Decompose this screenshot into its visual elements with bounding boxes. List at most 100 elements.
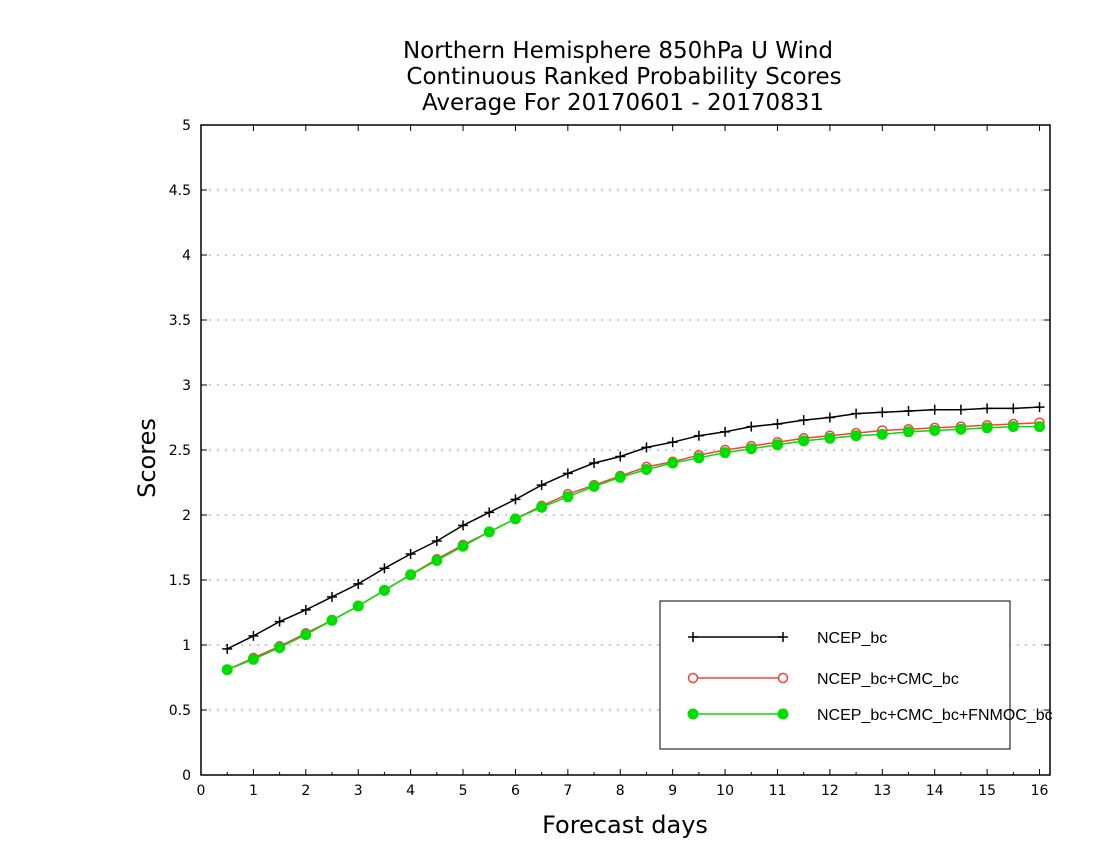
series-0-point-10: [484, 507, 495, 518]
series-2-point-27: [929, 425, 941, 436]
x-tick-label-13: 13: [873, 783, 891, 799]
x-tick-label-4: 4: [406, 783, 415, 799]
series-2-point-21: [771, 439, 783, 451]
legend-box: [659, 600, 1011, 750]
series-0-point-27: [929, 404, 940, 415]
series-2-point-12: [536, 501, 548, 513]
y-tick-label-7: 3.5: [169, 313, 191, 329]
series-2-point-1: [247, 653, 259, 665]
x-tick-label-12: 12: [821, 783, 839, 799]
y-tick-label-3: 1.5: [169, 573, 191, 589]
series-2-point-16: [640, 464, 652, 475]
legend-marker-left-0: [688, 632, 698, 642]
series-2-point-5: [352, 600, 364, 612]
series-0-point-0: [222, 643, 233, 654]
y-axis-label: Scores: [133, 418, 161, 498]
legend-entry-0: NCEP_bc: [688, 630, 887, 647]
chart-title: Northern Hemisphere 850hPa U Wind Contin…: [403, 38, 842, 116]
series-0-point-12: [536, 480, 547, 491]
series-2-point-17: [667, 457, 679, 469]
series: [221, 402, 1046, 676]
series-0-point-8: [431, 536, 442, 546]
series-0-point-2: [274, 616, 285, 627]
chart-title-line-2: Continuous Ranked Probability Scores: [406, 64, 841, 90]
series-2-point-30: [1007, 421, 1019, 433]
series-2-point-10: [483, 526, 495, 538]
legend-marker-left-2: [687, 708, 699, 720]
y-tick-label-4: 2: [182, 508, 191, 524]
series-2-point-15: [614, 471, 626, 483]
legend-label-1: NCEP_bc+CMC_bc: [817, 671, 959, 688]
x-tick-label-7: 7: [563, 783, 572, 799]
legend-entry-1: NCEP_bc+CMC_bc: [687, 671, 959, 688]
grid: [201, 189, 1050, 711]
series-0-point-6: [379, 563, 390, 574]
series-0-point-19: [720, 426, 731, 437]
series-0-point-20: [746, 421, 757, 432]
series-2-point-24: [850, 430, 862, 442]
series-0-point-24: [851, 408, 862, 419]
series-2-point-2: [274, 642, 286, 654]
y-tick-label-8: 4: [182, 248, 191, 264]
legend-marker-right-0: [778, 632, 788, 642]
series-0-point-4: [327, 591, 338, 602]
legend: NCEP_bc NCEP_bc+CMC_bc NCEP_bc+CMC_bc+FNMO…: [659, 600, 1053, 750]
legend-entry-2: NCEP_bc+CMC_bc+FNMOC_bc: [687, 707, 1053, 724]
series-0-point-14: [589, 458, 600, 468]
x-axis-ticks: 0 1 2 3 4 5 6 7 8 9 10 11 12 13 14 15 16: [197, 125, 1049, 799]
series-0-point-11: [510, 494, 521, 505]
series-2-point-19: [719, 447, 731, 459]
series-2-point-18: [693, 452, 705, 464]
series-2-point-4: [326, 614, 338, 626]
series-2-point-13: [562, 491, 574, 503]
series-2-point-22: [798, 435, 810, 447]
series-2-point-0: [221, 664, 233, 676]
x-tick-label-9: 9: [668, 783, 677, 799]
series-0-point-25: [877, 407, 888, 418]
series-0-point-31: [1034, 402, 1045, 413]
x-tick-label-0: 0: [197, 783, 206, 799]
x-axis-label: Forecast days: [542, 811, 708, 839]
x-tick-label-14: 14: [926, 783, 944, 799]
x-tick-label-15: 15: [978, 783, 996, 799]
series-2-point-9: [457, 540, 469, 552]
series-2-point-28: [955, 423, 967, 435]
series-0: [222, 402, 1045, 654]
series-0-point-5: [353, 578, 364, 589]
series-0-point-1: [248, 630, 259, 641]
series-2-point-29: [981, 422, 993, 434]
series-2-point-6: [378, 584, 390, 596]
chart-title-line-3: Average For 20170601 - 20170831: [422, 90, 824, 116]
series-0-point-30: [1008, 403, 1019, 414]
series-2-point-11: [509, 513, 521, 525]
legend-marker-left-1: [687, 672, 699, 684]
series-2: [221, 421, 1046, 676]
x-tick-label-3: 3: [354, 783, 363, 799]
x-tick-label-11: 11: [769, 783, 787, 799]
series-0-point-18: [693, 430, 704, 441]
series-2-point-3: [300, 629, 312, 641]
series-0-point-7: [405, 549, 416, 559]
y-tick-label-2: 1: [182, 638, 191, 654]
series-2-point-7: [405, 569, 417, 581]
x-tick-label-1: 1: [249, 783, 258, 799]
x-tick-label-8: 8: [616, 783, 625, 799]
series-0-point-9: [458, 520, 469, 531]
chart-title-line-1: Northern Hemisphere 850hPa U Wind: [403, 38, 833, 64]
series-0-point-15: [615, 451, 626, 462]
series-0-point-26: [903, 406, 914, 416]
series-2-point-23: [824, 432, 836, 444]
legend-label-2: NCEP_bc+CMC_bc+FNMOC_bc: [817, 707, 1053, 724]
series-0-point-16: [641, 442, 652, 453]
series-2-point-25: [876, 428, 888, 440]
y-tick-label-9: 4.5: [169, 183, 191, 199]
y-tick-label-0: 0: [182, 768, 191, 784]
y-tick-label-5: 2.5: [169, 443, 191, 459]
x-tick-label-10: 10: [716, 783, 734, 799]
x-tick-label-16: 16: [1031, 783, 1049, 799]
legend-marker-right-1: [777, 672, 789, 684]
y-tick-label-10: 5: [182, 118, 191, 134]
series-2-point-26: [903, 426, 914, 438]
y-tick-label-6: 3: [182, 378, 191, 394]
